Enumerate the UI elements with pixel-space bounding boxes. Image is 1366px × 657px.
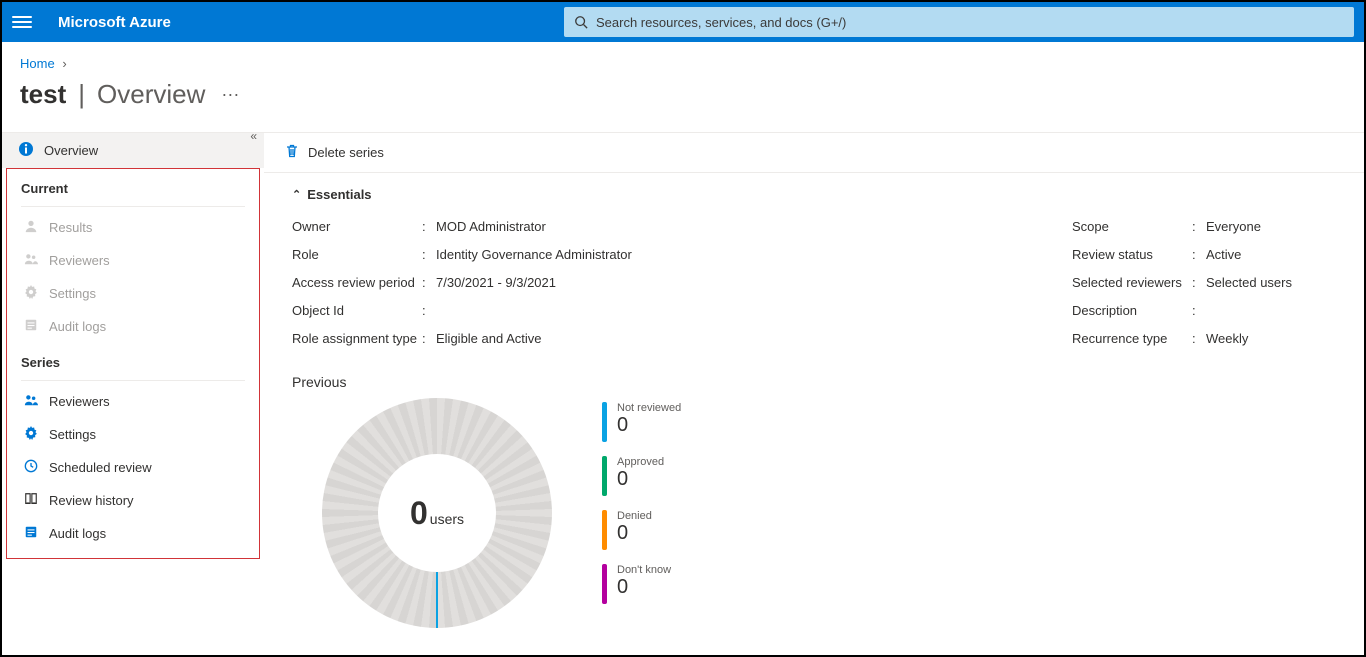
collapse-nav-icon[interactable]: « — [250, 129, 254, 143]
donut-chart: 0 users — [322, 398, 552, 628]
breadcrumb: Home › — [2, 42, 1364, 75]
ess-recur-k: Recurrence type — [1072, 331, 1192, 346]
ess-recur-v: Weekly — [1206, 331, 1248, 346]
legend-label: Approved — [617, 456, 664, 468]
brand-label[interactable]: Microsoft Azure — [58, 14, 171, 31]
ess-scope-k: Scope — [1072, 219, 1192, 234]
legend-label: Not reviewed — [617, 402, 681, 414]
sidebar-highlight-box: Current Results Reviewers — [6, 168, 260, 559]
sidebar-section-current: Current — [7, 169, 259, 202]
ess-owner-v: MOD Administrator — [436, 219, 546, 234]
more-actions-icon[interactable]: ··· — [215, 84, 245, 105]
legend-item-dont-know: Don't know 0 — [602, 564, 681, 604]
sidebar-item-overview[interactable]: Overview — [2, 133, 264, 168]
sidebar-item-label: Reviewers — [49, 394, 110, 409]
ess-rat-v: Eligible and Active — [436, 331, 542, 346]
legend-color-bar — [602, 456, 607, 496]
clock-icon — [23, 459, 39, 476]
log-icon — [23, 525, 39, 542]
delete-series-button[interactable]: Delete series — [284, 143, 384, 162]
ess-selrev-k: Selected reviewers — [1072, 275, 1192, 290]
command-bar: Delete series — [264, 133, 1364, 173]
search-input[interactable] — [596, 15, 1344, 30]
ess-owner-k: Owner — [292, 219, 422, 234]
ess-role-k: Role — [292, 247, 422, 262]
legend-value: 0 — [617, 522, 652, 545]
people-icon — [23, 252, 39, 269]
donut-center-label: users — [430, 511, 464, 527]
sidebar-item-reviewers-series[interactable]: Reviewers — [7, 385, 259, 418]
ess-scope-v: Everyone — [1206, 219, 1261, 234]
sidebar-item-review-history[interactable]: Review history — [7, 484, 259, 517]
sidebar-item-label: Scheduled review — [49, 460, 152, 475]
book-icon — [23, 492, 39, 509]
sidebar: « Overview Current Results — [2, 132, 264, 628]
sidebar-item-scheduled-review[interactable]: Scheduled review — [7, 451, 259, 484]
ess-role-v: Identity Governance Administrator — [436, 247, 632, 262]
donut-legend: Not reviewed 0 Approved 0 Denied 0 — [602, 398, 681, 604]
people-icon — [23, 393, 39, 410]
sidebar-item-reviewers-current[interactable]: Reviewers — [7, 244, 259, 277]
breadcrumb-home[interactable]: Home — [20, 56, 55, 71]
sidebar-item-label: Settings — [49, 427, 96, 442]
ess-period-v: 7/30/2021 - 9/3/2021 — [436, 275, 556, 290]
gear-icon — [23, 285, 39, 302]
chevron-right-icon: › — [62, 56, 66, 71]
ess-status-v: Active — [1206, 247, 1241, 262]
legend-color-bar — [602, 564, 607, 604]
sidebar-section-series: Series — [7, 343, 259, 376]
legend-color-bar — [602, 510, 607, 550]
global-search[interactable] — [564, 7, 1354, 37]
previous-heading: Previous — [264, 360, 1364, 398]
legend-label: Denied — [617, 510, 652, 522]
sidebar-item-label: Audit logs — [49, 319, 106, 334]
essentials-panel: ⌃ Essentials Owner:MOD Administrator Rol… — [264, 173, 1364, 360]
legend-label: Don't know — [617, 564, 671, 576]
donut-center-value: 0 — [410, 495, 428, 532]
ess-desc-k: Description — [1072, 303, 1192, 318]
gear-icon — [23, 426, 39, 443]
sidebar-item-label: Review history — [49, 493, 134, 508]
sidebar-item-label: Settings — [49, 286, 96, 301]
sidebar-item-settings-series[interactable]: Settings — [7, 418, 259, 451]
sidebar-item-auditlogs-series[interactable]: Audit logs — [7, 517, 259, 550]
legend-item-approved: Approved 0 — [602, 456, 681, 496]
sidebar-item-settings-current[interactable]: Settings — [7, 277, 259, 310]
ess-status-k: Review status — [1072, 247, 1192, 262]
sidebar-item-label: Reviewers — [49, 253, 110, 268]
top-bar: Microsoft Azure — [2, 2, 1364, 42]
page-title-section: Overview — [97, 79, 205, 110]
legend-item-not-reviewed: Not reviewed 0 — [602, 402, 681, 442]
page-title: test | Overview ··· — [2, 75, 1364, 132]
ess-selrev-v: Selected users — [1206, 275, 1292, 290]
search-icon — [574, 15, 588, 29]
legend-value: 0 — [617, 468, 664, 491]
donut-tick — [436, 572, 438, 628]
sidebar-item-label: Audit logs — [49, 526, 106, 541]
legend-value: 0 — [617, 414, 681, 437]
legend-color-bar — [602, 402, 607, 442]
sidebar-item-results[interactable]: Results — [7, 211, 259, 244]
info-icon — [18, 141, 34, 160]
chevron-up-icon: ⌃ — [292, 188, 301, 201]
legend-value: 0 — [617, 576, 671, 599]
command-label: Delete series — [308, 145, 384, 160]
previous-chart: 0 users Not reviewed 0 — [264, 398, 1364, 628]
person-icon — [23, 219, 39, 236]
sidebar-item-label: Results — [49, 220, 92, 235]
sidebar-item-label: Overview — [44, 143, 98, 158]
ess-rat-k: Role assignment type — [292, 331, 422, 346]
ess-objid-k: Object Id — [292, 303, 422, 318]
hamburger-icon[interactable] — [12, 12, 32, 32]
log-icon — [23, 318, 39, 335]
page-title-name: test — [20, 79, 66, 110]
main-content: Delete series ⌃ Essentials Owner:MOD Adm… — [264, 132, 1364, 628]
essentials-heading: Essentials — [307, 187, 371, 202]
ess-period-k: Access review period — [292, 275, 422, 290]
legend-item-denied: Denied 0 — [602, 510, 681, 550]
essentials-toggle[interactable]: ⌃ Essentials — [292, 187, 1336, 202]
sidebar-item-auditlogs-current[interactable]: Audit logs — [7, 310, 259, 343]
trash-icon — [284, 143, 300, 162]
